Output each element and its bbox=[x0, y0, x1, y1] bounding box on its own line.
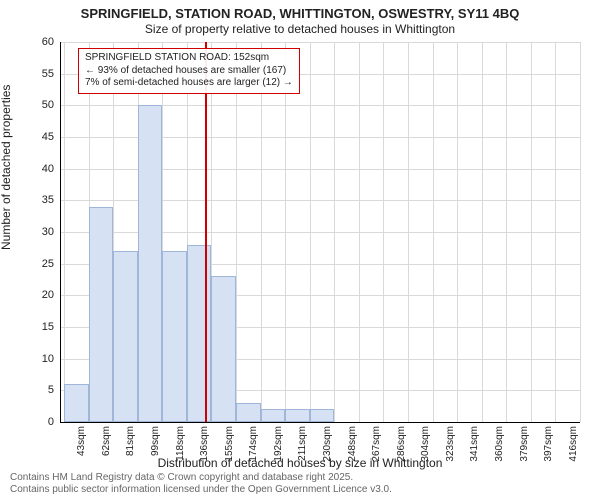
x-tick-label: 155sqm bbox=[224, 426, 235, 462]
x-tick-label: 248sqm bbox=[347, 426, 358, 462]
y-axis bbox=[60, 42, 61, 422]
y-tick-label: 0 bbox=[48, 416, 54, 428]
y-tick-label: 60 bbox=[42, 36, 54, 48]
x-tick-label: 43sqm bbox=[76, 426, 87, 456]
grid-line bbox=[482, 42, 483, 422]
histogram-bar bbox=[89, 207, 114, 422]
histogram-bar bbox=[113, 251, 138, 422]
grid-line bbox=[531, 42, 532, 422]
x-tick-label: 174sqm bbox=[248, 426, 259, 462]
x-tick-label: 267sqm bbox=[371, 426, 382, 462]
x-tick-label: 286sqm bbox=[396, 426, 407, 462]
grid-line bbox=[359, 42, 360, 422]
x-tick-label: 397sqm bbox=[543, 426, 554, 462]
attribution-line: Contains HM Land Registry data © Crown c… bbox=[10, 472, 392, 484]
x-tick-label: 323sqm bbox=[445, 426, 456, 462]
histogram-bar bbox=[285, 409, 310, 422]
histogram-bar bbox=[310, 409, 335, 422]
y-tick-label: 15 bbox=[42, 321, 54, 333]
y-tick-label: 35 bbox=[42, 194, 54, 206]
grid-line bbox=[310, 42, 311, 422]
x-tick-label: 211sqm bbox=[297, 426, 308, 461]
y-tick-label: 30 bbox=[42, 226, 54, 238]
grid-line bbox=[555, 42, 556, 422]
x-tick-label: 118sqm bbox=[175, 426, 186, 461]
grid-line bbox=[285, 42, 286, 422]
callout-line: SPRINGFIELD STATION ROAD: 152sqm bbox=[85, 52, 293, 65]
histogram-bar bbox=[187, 245, 212, 422]
histogram-bar bbox=[211, 276, 236, 422]
y-tick-label: 40 bbox=[42, 163, 54, 175]
grid-line bbox=[334, 42, 335, 422]
histogram-bar bbox=[138, 105, 163, 422]
grid-line bbox=[408, 42, 409, 422]
grid-line bbox=[457, 42, 458, 422]
x-tick-label: 99sqm bbox=[150, 426, 161, 456]
x-tick-label: 341sqm bbox=[469, 426, 480, 462]
x-tick-label: 136sqm bbox=[199, 426, 210, 462]
grid-line bbox=[433, 42, 434, 422]
grid-line bbox=[506, 42, 507, 422]
attribution-line: Contains public sector information licen… bbox=[10, 484, 392, 496]
y-tick-label: 10 bbox=[42, 353, 54, 365]
grid-line bbox=[64, 42, 65, 422]
x-tick-label: 379sqm bbox=[519, 426, 530, 462]
y-tick-label: 25 bbox=[42, 258, 54, 270]
y-tick-label: 55 bbox=[42, 68, 54, 80]
y-tick-label: 50 bbox=[42, 99, 54, 111]
y-tick-label: 5 bbox=[48, 384, 54, 396]
x-tick-label: 62sqm bbox=[101, 426, 112, 456]
histogram-bar bbox=[236, 403, 261, 422]
x-tick-label: 304sqm bbox=[420, 426, 431, 462]
y-tick-label: 20 bbox=[42, 289, 54, 301]
y-tick-label: 45 bbox=[42, 131, 54, 143]
x-tick-label: 81sqm bbox=[125, 426, 136, 456]
grid-line bbox=[383, 42, 384, 422]
reference-marker bbox=[205, 42, 207, 422]
x-axis bbox=[60, 422, 580, 423]
grid-line bbox=[580, 42, 581, 422]
chart-subtitle: Size of property relative to detached ho… bbox=[0, 22, 600, 36]
grid-line bbox=[261, 42, 262, 422]
callout-line: 7% of semi-detached houses are larger (1… bbox=[85, 77, 293, 90]
x-tick-label: 360sqm bbox=[494, 426, 505, 462]
histogram-bar bbox=[261, 409, 286, 422]
x-tick-label: 416sqm bbox=[568, 426, 579, 462]
x-tick-label: 230sqm bbox=[322, 426, 333, 462]
chart-title: SPRINGFIELD, STATION ROAD, WHITTINGTON, … bbox=[0, 6, 600, 21]
grid-line bbox=[236, 42, 237, 422]
chart-plot-area: 05101520253035404550556043sqm62sqm81sqm9… bbox=[60, 42, 580, 422]
attribution: Contains HM Land Registry data © Crown c… bbox=[10, 472, 392, 496]
histogram-bar bbox=[64, 384, 89, 422]
marker-callout: SPRINGFIELD STATION ROAD: 152sqm← 93% of… bbox=[78, 48, 300, 94]
y-axis-label: Number of detached properties bbox=[0, 85, 13, 250]
callout-line: ← 93% of detached houses are smaller (16… bbox=[85, 65, 293, 78]
x-tick-label: 192sqm bbox=[273, 426, 284, 462]
histogram-bar bbox=[162, 251, 187, 422]
